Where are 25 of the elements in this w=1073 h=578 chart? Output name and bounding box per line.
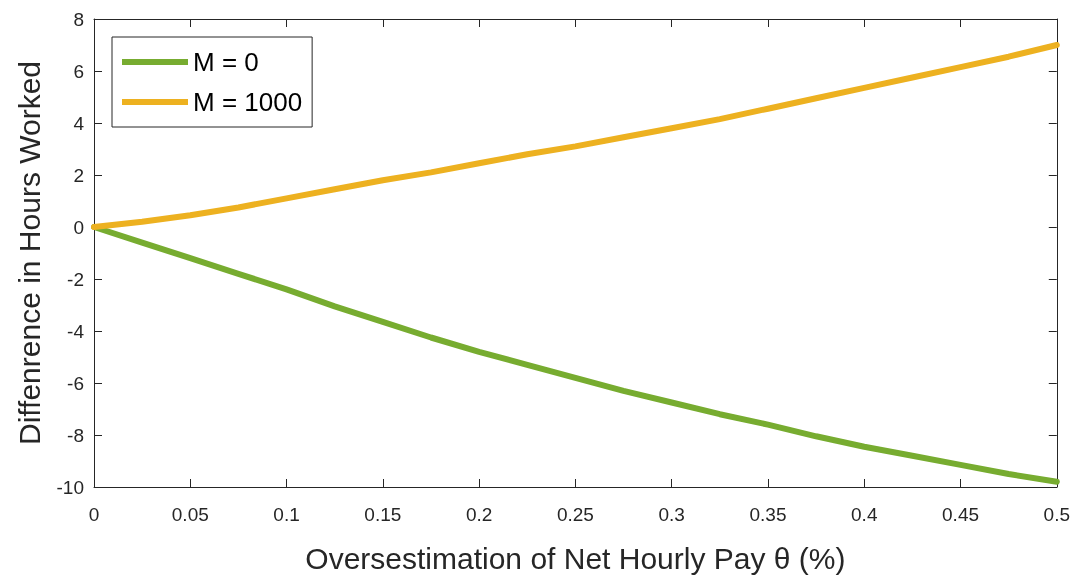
x-tick-label: 0.3 <box>658 504 685 525</box>
y-tick-label: 0 <box>73 216 84 238</box>
y-tick-label: -2 <box>67 268 84 290</box>
x-tick-label: 0.45 <box>942 504 980 525</box>
legend-label: M = 1000 <box>193 87 303 117</box>
x-tick-label: 0.35 <box>749 504 787 525</box>
y-tick-label: 4 <box>73 112 85 134</box>
x-tick-label: 0.15 <box>364 504 402 525</box>
y-tick-label: 2 <box>73 164 84 186</box>
y-tick-label: -10 <box>56 476 84 498</box>
x-tick-label: 0.5 <box>1043 504 1070 525</box>
legend-label: M = 0 <box>193 47 259 77</box>
x-tick-label: 0 <box>88 504 100 525</box>
y-tick-label: 8 <box>73 8 84 30</box>
x-tick-label: 0.2 <box>465 504 493 525</box>
y-tick-label: 6 <box>73 60 84 82</box>
y-axis-title: Diffenrence in Hours Worked <box>12 60 46 446</box>
x-axis-title: Oversestimation of Net Hourly Pay θ (%) <box>305 541 846 575</box>
y-tick-label: -4 <box>67 320 85 342</box>
x-tick-label: 0.05 <box>171 504 209 525</box>
x-tick-label: 0.25 <box>556 504 594 525</box>
x-tick-label: 0.4 <box>851 504 878 525</box>
y-tick-label: -8 <box>67 424 84 446</box>
y-tick-label: -6 <box>67 372 84 394</box>
x-tick-label: 0.1 <box>273 504 300 525</box>
